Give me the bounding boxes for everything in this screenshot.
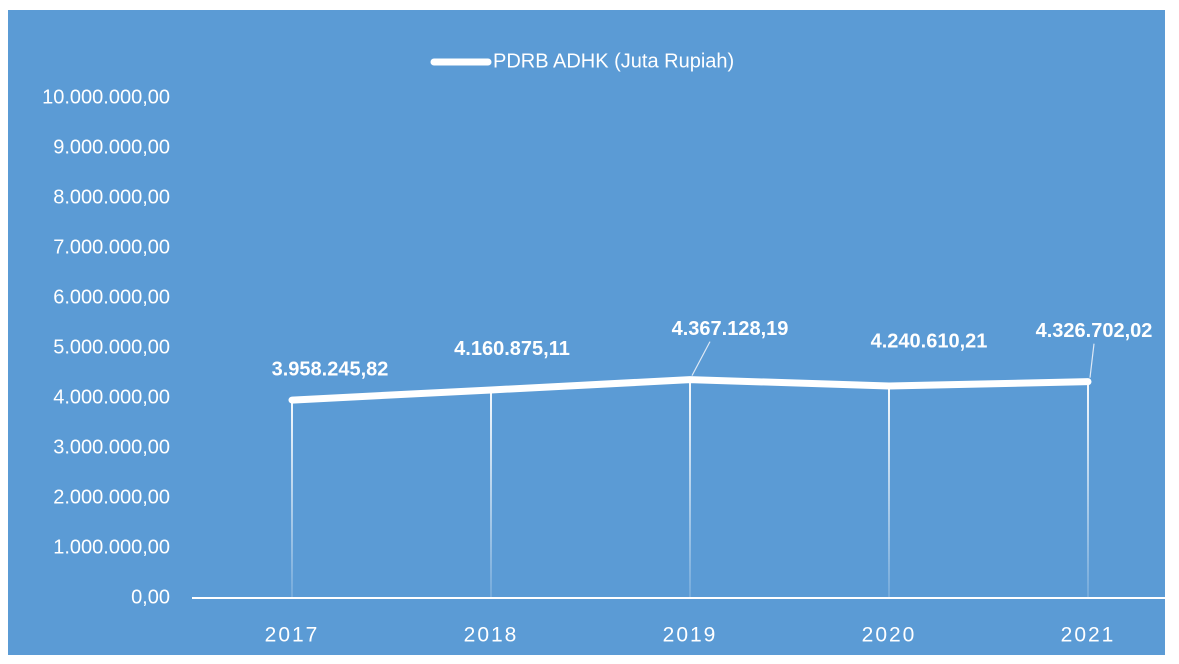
- y-tick-label: 9.000.000,00: [53, 136, 170, 158]
- x-tick-label: 2019: [663, 624, 718, 647]
- drop-line: [689, 379, 691, 598]
- y-tick-label: 8.000.000,00: [53, 186, 170, 208]
- x-tick-label: 2021: [1061, 624, 1116, 647]
- data-label: 4.367.128,19: [672, 318, 789, 340]
- data-label: 3.958.245,82: [272, 358, 389, 380]
- y-tick-label: 7.000.000,00: [53, 236, 170, 258]
- x-tick-label: 2020: [862, 624, 917, 647]
- y-tick-label: 0,00: [131, 586, 170, 608]
- y-tick-label: 1.000.000,00: [53, 536, 170, 558]
- line: [288, 376, 1092, 404]
- drop-line: [291, 400, 293, 598]
- plot-background: [8, 10, 1165, 655]
- data-label: 4.326.702,02: [1036, 320, 1153, 342]
- x-tick-label: 2017: [265, 624, 320, 647]
- data-label: 4.240.610,21: [871, 330, 988, 352]
- x-tick-label: 2018: [464, 624, 519, 647]
- y-tick-label: 3.000.000,00: [53, 436, 170, 458]
- y-tick-label: 2.000.000,00: [53, 486, 170, 508]
- leader-line: [1089, 343, 1095, 378]
- y-tick-label: 5.000.000,00: [53, 336, 170, 358]
- y-tick-label: 6.000.000,00: [53, 286, 170, 308]
- y-tick-label: 4.000.000,00: [53, 386, 170, 408]
- drop-line: [888, 385, 890, 598]
- legend-label: PDRB ADHK (Juta Rupiah): [493, 50, 734, 72]
- y-tick-label: 10.000.000,00: [42, 86, 170, 108]
- data-label: 4.160.875,11: [454, 338, 570, 360]
- drop-line: [490, 389, 492, 598]
- drop-line: [1087, 381, 1089, 598]
- leader-line: [691, 341, 711, 376]
